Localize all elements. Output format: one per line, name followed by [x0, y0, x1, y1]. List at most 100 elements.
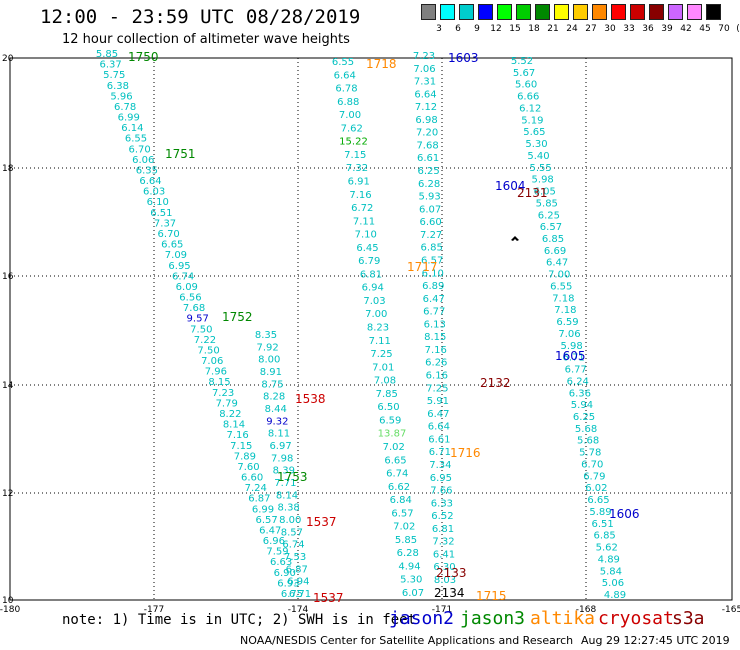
legend-swatch [459, 4, 474, 20]
wave-height-value: 6.97 [269, 441, 291, 452]
legend-swatch [440, 4, 455, 20]
legend-swatch [421, 4, 436, 20]
wave-height-value: 6.81 [360, 269, 382, 280]
wave-height-value: 8.14 [276, 490, 298, 501]
wave-height-value: 7.12 [415, 102, 437, 113]
wave-height-value: 6.75 [281, 589, 303, 600]
legend-label: 45 [699, 24, 711, 34]
wave-height-value: 8.28 [263, 392, 285, 403]
pass-label: 1605 [555, 349, 586, 363]
wave-height-value: 6.85 [421, 243, 443, 254]
map-title: 12:00 - 23:59 UTC 08/28/2019 [40, 6, 361, 28]
wave-height-value: 7.89 [234, 451, 256, 462]
wave-height-value: 7.10 [355, 230, 377, 241]
pass-label: 1538 [295, 392, 326, 406]
wave-height-value: 7.68 [183, 303, 205, 314]
wave-height-value: 7.25 [370, 349, 392, 360]
wave-height-value: 7.79 [216, 398, 238, 409]
wave-height-value: 6.77 [423, 307, 445, 318]
legend-swatch [611, 4, 626, 20]
legend-swatch [706, 4, 721, 20]
wave-height-value: 6.45 [356, 243, 378, 254]
wave-height-value: 6.95 [168, 261, 190, 272]
wave-height-value: 6.64 [334, 70, 356, 81]
wave-height-value: 5.65 [523, 127, 545, 138]
x-tick-label: -177 [144, 605, 164, 615]
wave-height-value: 5.68 [577, 436, 599, 447]
wave-height-value: 5.60 [515, 80, 537, 91]
wave-height-value: 5.85 [96, 49, 118, 60]
wave-height-value: 7.68 [416, 140, 438, 151]
wave-height-value: 6.94 [287, 577, 309, 588]
wave-height-value: 7.60 [237, 462, 259, 473]
wave-height-value: 7.01 [372, 362, 394, 373]
wave-height-value: 6.77 [565, 365, 587, 376]
wave-height-value: 6.28 [418, 179, 440, 190]
legend-label: 6 [455, 24, 461, 34]
wave-height-value: 6.62 [388, 482, 410, 493]
wave-height-value: 7.02 [383, 442, 405, 453]
wave-height-value: 7.96 [205, 367, 227, 378]
pass-label: 1537 [313, 591, 344, 605]
wave-height-value: 6.74 [386, 469, 408, 480]
wave-height-value: 6.90 [274, 568, 296, 579]
wave-height-value: 6.61 [428, 434, 450, 445]
wave-height-value: 6.12 [519, 103, 541, 114]
wave-height-value: 6.30 [433, 562, 455, 573]
wave-height-value: 6.47 [259, 525, 281, 536]
wave-height-value: 7.32 [346, 163, 368, 174]
legend-label: 3 [436, 24, 442, 34]
wave-height-value: 6.51 [150, 208, 172, 219]
legend-label: 24 [566, 24, 578, 34]
wave-height-value: 6.88 [337, 97, 359, 108]
wave-height-value: 6.69 [544, 246, 566, 257]
wave-height-value: 6.10 [147, 197, 169, 208]
wave-height-value: 8.15 [424, 332, 446, 343]
wave-height-value: 6.70 [581, 459, 603, 470]
wave-height-value: 6.07 [402, 588, 424, 599]
wave-height-value: 6.16 [426, 371, 448, 382]
wave-height-value: 6.65 [384, 455, 406, 466]
wave-height-value: 8.00 [258, 355, 280, 366]
wave-height-value: 6.93 [277, 578, 299, 589]
legend-label: 21 [547, 24, 559, 34]
mission-cryosat: cryosat [598, 608, 674, 629]
pass-label: 2131 [517, 186, 548, 200]
wave-height-value: 5.30 [400, 575, 422, 586]
wave-height-value: 6.38 [107, 81, 129, 92]
wave-height-value: 7.06 [201, 356, 223, 367]
wave-height-value: 6.64 [428, 422, 450, 433]
wave-height-value: 5.06 [602, 578, 624, 589]
wave-height-value: 8.38 [278, 503, 300, 514]
wave-height-value: 7.06 [413, 64, 435, 75]
wave-height-value: 8.15 [208, 377, 230, 388]
wave-height-value: 5.94 [571, 400, 593, 411]
wave-height-value: 6.78 [114, 102, 136, 113]
wave-height-value: 5.62 [596, 543, 618, 554]
wave-height-value: 7.22 [194, 335, 216, 346]
pass-label: 1715 [476, 589, 507, 603]
wave-height-value: 6.50 [377, 402, 399, 413]
wave-height-value: 6.87 [286, 564, 308, 575]
wave-height-value: 4.89 [598, 554, 620, 565]
map-frame [9, 57, 733, 601]
wave-height-value: 7.31 [414, 77, 436, 88]
wave-height-value: 6.59 [556, 317, 578, 328]
y-tick-label: 20 [2, 54, 14, 64]
wave-height-value: 7.34 [429, 460, 451, 471]
wave-height-value: 7.16 [349, 190, 371, 201]
wave-height-value: 6.74 [172, 271, 194, 282]
wave-height-value: 6.25 [538, 210, 560, 221]
wave-height-value: 5.84 [600, 566, 622, 577]
wave-height-value: 7.24 [245, 483, 267, 494]
y-tick-label: 14 [2, 381, 14, 391]
wave-height-value: 5.85 [395, 535, 417, 546]
pass-label: 1604 [495, 179, 526, 193]
wave-height-value: 5.78 [579, 448, 601, 459]
wave-height-value: 7.98 [271, 453, 293, 464]
wave-height-value: 5.52 [511, 56, 533, 67]
wave-height-value: 6.05 [534, 187, 556, 198]
wave-height-value: 15.22 [339, 137, 368, 148]
wave-height-value: 6.79 [583, 471, 605, 482]
legend-label: (ft) [736, 24, 740, 34]
